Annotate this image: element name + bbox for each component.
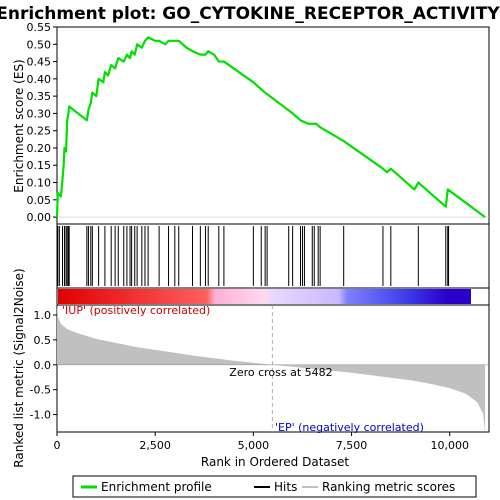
x-tick-label: 7,500 xyxy=(336,439,368,452)
es-y-axis: 0.00 0.05 0.10 0.15 0.20 0.25 0.30 0.35 0.40 0.45… xyxy=(27,21,57,224)
negative-correlation-label: 'EP' (negatively correlated) xyxy=(275,421,424,434)
zero-cross-label: Zero cross at 5482 xyxy=(229,366,332,379)
es-y-axis-label: Enrichment score (ES) xyxy=(12,59,26,192)
legend-hits-label: Hits xyxy=(274,480,297,494)
x-tick-label: 5,000 xyxy=(238,439,270,452)
es-y-tick-label: 0.30 xyxy=(27,107,52,120)
es-panel-frame xyxy=(56,26,490,225)
es-y-tick-label: 0.50 xyxy=(27,38,52,51)
metric-y-tick-label: -1.0 xyxy=(30,409,51,422)
x-tick-label: 10,000 xyxy=(430,439,469,452)
es-y-tick-label: 0.15 xyxy=(27,159,52,172)
metric-y-axis: -1.0 -0.5 0.0 0.5 1.0 xyxy=(30,309,57,422)
annotations: 'IUP' (positively correlated) Zero cross … xyxy=(62,304,424,434)
hits-panel-frame xyxy=(56,223,490,289)
es-y-tick-label: 0.45 xyxy=(27,56,52,69)
legend-box xyxy=(72,475,477,498)
chart-title: Enrichment plot: GO_CYTOKINE_RECEPTOR_AC… xyxy=(0,4,500,24)
es-y-tick-label: 0.35 xyxy=(27,90,52,103)
x-axis-label: Rank in Ordered Dataset xyxy=(201,455,349,469)
enrichment-profile-line xyxy=(55,36,486,218)
es-y-tick-label: 0.05 xyxy=(27,194,52,207)
legend-enrichment-label: Enrichment profile xyxy=(101,480,212,494)
metric-y-tick-label: -0.5 xyxy=(30,384,51,397)
es-y-tick-label: 0.20 xyxy=(27,142,52,155)
es-y-tick-label: 0.55 xyxy=(27,21,52,34)
es-y-tick-label: 0.40 xyxy=(27,73,52,86)
enrichment-profile xyxy=(55,36,489,218)
hit-marks xyxy=(57,226,450,286)
positive-correlation-label: 'IUP' (positively correlated) xyxy=(62,304,210,317)
metric-y-tick-label: 1.0 xyxy=(34,309,52,322)
ranking-metric-area xyxy=(57,305,489,432)
es-y-tick-label: 0.10 xyxy=(27,177,52,190)
es-y-tick-label: 0.25 xyxy=(27,125,52,138)
x-tick-label: 2,500 xyxy=(139,439,171,452)
es-y-tick-label: 0.00 xyxy=(27,211,52,224)
metric-y-tick-label: 0.0 xyxy=(34,359,52,372)
legend-metric-label: Ranking metric scores xyxy=(322,480,455,494)
metric-y-axis-label: Ranked list metric (Signal2Noise) xyxy=(12,268,26,467)
ranking-metric-series xyxy=(57,305,486,432)
metric-y-tick-label: 0.5 xyxy=(34,334,52,347)
ranking-color-bar xyxy=(58,289,471,304)
x-axis: 0 2,500 5,000 7,500 10,000 xyxy=(54,432,469,452)
x-tick-label: 0 xyxy=(54,439,61,452)
